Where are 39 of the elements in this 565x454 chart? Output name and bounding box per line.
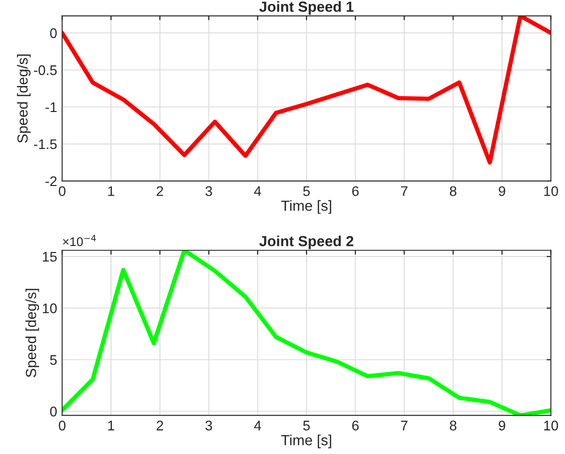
y-tick-label: -1.5 (34, 139, 57, 150)
y-tick-label: 0 (50, 406, 57, 416)
x-tick-label: 7 (401, 186, 408, 196)
x-axis-title: Time [s] (281, 200, 332, 214)
x-tick-label: 7 (401, 420, 408, 430)
x-tick-label: 4 (254, 186, 262, 196)
x-tick-label: 3 (205, 186, 212, 196)
x-tick-label: 10 (544, 420, 558, 430)
y-tick-label: 15 (42, 252, 57, 262)
y-tick-label: -0.5 (34, 65, 57, 76)
x-tick-label: 2 (156, 420, 164, 430)
y-axis-title: Speed [deg/s] (25, 288, 40, 378)
y-tick-label: 10 (42, 303, 57, 314)
x-tick-label: 2 (156, 186, 164, 196)
x-tick-label: 8 (450, 186, 456, 196)
x-tick-label: 4 (254, 420, 262, 430)
x-axis-title: Time [s] (281, 434, 332, 448)
text: ×10$^{−4}$ (63, 234, 96, 246)
chart-title: Joint Speed 1 (259, 1, 354, 15)
x-tick-label: 0 (58, 186, 66, 196)
y-tick-label: 0 (50, 28, 57, 38)
x-tick-label: 6 (352, 420, 359, 430)
y-axis-title: Speed [deg/s] (16, 54, 31, 143)
x-tick-label: 9 (498, 420, 506, 430)
x-tick-label: 10 (544, 186, 558, 196)
x-tick-label: 6 (352, 186, 359, 196)
line-series (62, 250, 551, 416)
y-tick-label: 5 (50, 355, 57, 365)
x-tick-label: 0 (58, 420, 66, 430)
x-tick-label: 9 (498, 186, 506, 196)
y-tick-label: -1 (46, 102, 57, 112)
x-tick-label: 3 (205, 420, 212, 430)
x-tick-label: 5 (303, 186, 310, 196)
x-tick-label: 8 (450, 420, 456, 430)
x-tick-label: 1 (108, 420, 114, 430)
chart-title: Joint Speed 2 (259, 236, 354, 250)
y-tick-label: -2 (46, 176, 57, 186)
x-tick-label: 5 (303, 420, 310, 430)
x-tick-label: 1 (108, 186, 114, 196)
